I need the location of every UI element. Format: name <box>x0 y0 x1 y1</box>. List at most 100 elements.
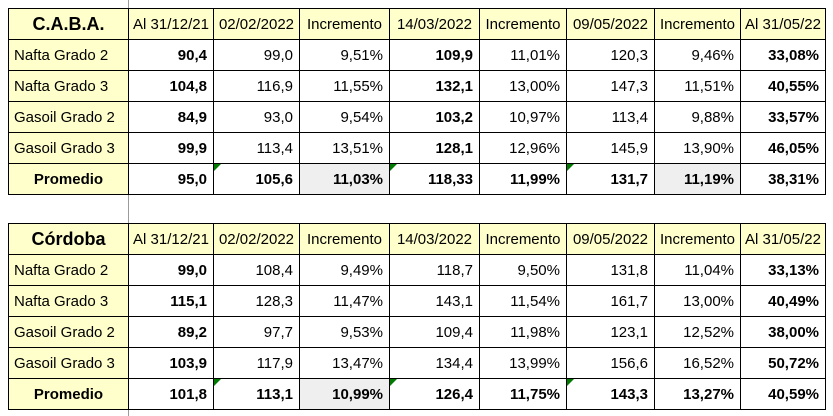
data-cell[interactable]: 108,4 <box>213 254 300 286</box>
row-label[interactable]: Gasoil Grado 3 <box>8 132 129 164</box>
column-header[interactable]: Al 31/05/22 <box>740 8 826 40</box>
data-cell[interactable]: 116,9 <box>213 70 300 102</box>
data-cell[interactable]: 99,0 <box>128 254 214 286</box>
data-cell[interactable]: 13,99% <box>479 347 567 379</box>
data-cell[interactable]: 113,4 <box>213 132 300 164</box>
data-cell[interactable]: 128,3 <box>213 285 300 317</box>
data-cell[interactable]: 9,50% <box>479 254 567 286</box>
data-cell[interactable]: 145,9 <box>566 132 655 164</box>
column-header[interactable]: 14/03/2022 <box>389 8 480 40</box>
data-cell[interactable]: 104,8 <box>128 70 214 102</box>
data-cell[interactable]: 115,1 <box>128 285 214 317</box>
column-header[interactable]: 02/02/2022 <box>213 8 300 40</box>
data-cell[interactable]: 11,75% <box>479 378 567 410</box>
data-cell[interactable]: 9,49% <box>299 254 390 286</box>
column-header[interactable]: Al 31/05/22 <box>740 223 826 255</box>
data-cell[interactable]: 118,7 <box>389 254 480 286</box>
data-cell[interactable]: 131,7 <box>566 163 655 195</box>
data-cell[interactable]: 84,9 <box>128 101 214 133</box>
data-cell[interactable]: 38,00% <box>740 316 826 348</box>
column-header[interactable]: Al 31/12/21 <box>128 223 214 255</box>
data-cell[interactable]: 11,03% <box>299 163 390 195</box>
column-header[interactable]: Incremento <box>654 8 741 40</box>
data-cell[interactable]: 11,04% <box>654 254 741 286</box>
data-cell[interactable]: 105,6 <box>213 163 300 195</box>
row-label[interactable]: Nafta Grado 3 <box>8 70 129 102</box>
data-cell[interactable]: 33,13% <box>740 254 826 286</box>
row-label[interactable]: Gasoil Grado 3 <box>8 347 129 379</box>
data-cell[interactable]: 38,31% <box>740 163 826 195</box>
data-cell[interactable]: 46,05% <box>740 132 826 164</box>
data-cell[interactable]: 10,97% <box>479 101 567 133</box>
data-cell[interactable]: 12,52% <box>654 316 741 348</box>
data-cell[interactable]: 120,3 <box>566 39 655 71</box>
data-cell[interactable]: 123,1 <box>566 316 655 348</box>
data-cell[interactable]: 97,7 <box>213 316 300 348</box>
row-label[interactable]: Nafta Grado 3 <box>8 285 129 317</box>
data-cell[interactable]: 13,27% <box>654 378 741 410</box>
data-cell[interactable]: 131,8 <box>566 254 655 286</box>
row-label[interactable]: Promedio <box>8 163 129 195</box>
data-cell[interactable]: 13,90% <box>654 132 741 164</box>
data-cell[interactable]: 11,01% <box>479 39 567 71</box>
data-cell[interactable]: 11,99% <box>479 163 567 195</box>
row-label[interactable]: Gasoil Grado 2 <box>8 101 129 133</box>
data-cell[interactable]: 9,54% <box>299 101 390 133</box>
data-cell[interactable]: 10,99% <box>299 378 390 410</box>
data-cell[interactable]: 103,9 <box>128 347 214 379</box>
data-cell[interactable]: 9,51% <box>299 39 390 71</box>
row-label[interactable]: Promedio <box>8 378 129 410</box>
data-cell[interactable]: 128,1 <box>389 132 480 164</box>
data-cell[interactable]: 11,19% <box>654 163 741 195</box>
row-label[interactable]: Nafta Grado 2 <box>8 254 129 286</box>
data-cell[interactable]: 13,51% <box>299 132 390 164</box>
data-cell[interactable]: 12,96% <box>479 132 567 164</box>
data-cell[interactable]: 40,49% <box>740 285 826 317</box>
data-cell[interactable]: 143,3 <box>566 378 655 410</box>
data-cell[interactable]: 9,53% <box>299 316 390 348</box>
data-cell[interactable]: 118,33 <box>389 163 480 195</box>
data-cell[interactable]: 113,4 <box>566 101 655 133</box>
column-header[interactable]: 02/02/2022 <box>213 223 300 255</box>
data-cell[interactable]: 109,4 <box>389 316 480 348</box>
data-cell[interactable]: 13,00% <box>654 285 741 317</box>
row-label[interactable]: Nafta Grado 2 <box>8 39 129 71</box>
data-cell[interactable]: 40,55% <box>740 70 826 102</box>
data-cell[interactable]: 11,98% <box>479 316 567 348</box>
data-cell[interactable]: 132,1 <box>389 70 480 102</box>
data-cell[interactable]: 11,47% <box>299 285 390 317</box>
region-title[interactable]: C.A.B.A. <box>8 8 129 40</box>
data-cell[interactable]: 40,59% <box>740 378 826 410</box>
data-cell[interactable]: 143,1 <box>389 285 480 317</box>
data-cell[interactable]: 103,2 <box>389 101 480 133</box>
data-cell[interactable]: 93,0 <box>213 101 300 133</box>
data-cell[interactable]: 90,4 <box>128 39 214 71</box>
column-header[interactable]: 14/03/2022 <box>389 223 480 255</box>
column-header[interactable]: 09/05/2022 <box>566 223 655 255</box>
data-cell[interactable]: 16,52% <box>654 347 741 379</box>
data-cell[interactable]: 126,4 <box>389 378 480 410</box>
column-header[interactable]: Incremento <box>479 223 567 255</box>
column-header[interactable]: 09/05/2022 <box>566 8 655 40</box>
column-header[interactable]: Incremento <box>299 223 390 255</box>
data-cell[interactable]: 13,00% <box>479 70 567 102</box>
data-cell[interactable]: 147,3 <box>566 70 655 102</box>
data-cell[interactable]: 95,0 <box>128 163 214 195</box>
data-cell[interactable]: 117,9 <box>213 347 300 379</box>
data-cell[interactable]: 99,9 <box>128 132 214 164</box>
data-cell[interactable]: 89,2 <box>128 316 214 348</box>
column-header[interactable]: Incremento <box>299 8 390 40</box>
column-header[interactable]: Incremento <box>479 8 567 40</box>
region-title[interactable]: Córdoba <box>8 223 129 255</box>
data-cell[interactable]: 134,4 <box>389 347 480 379</box>
data-cell[interactable]: 109,9 <box>389 39 480 71</box>
data-cell[interactable]: 13,47% <box>299 347 390 379</box>
data-cell[interactable]: 101,8 <box>128 378 214 410</box>
data-cell[interactable]: 33,57% <box>740 101 826 133</box>
data-cell[interactable]: 11,51% <box>654 70 741 102</box>
column-header[interactable]: Incremento <box>654 223 741 255</box>
data-cell[interactable]: 11,54% <box>479 285 567 317</box>
data-cell[interactable]: 161,7 <box>566 285 655 317</box>
data-cell[interactable]: 11,55% <box>299 70 390 102</box>
column-header[interactable]: Al 31/12/21 <box>128 8 214 40</box>
